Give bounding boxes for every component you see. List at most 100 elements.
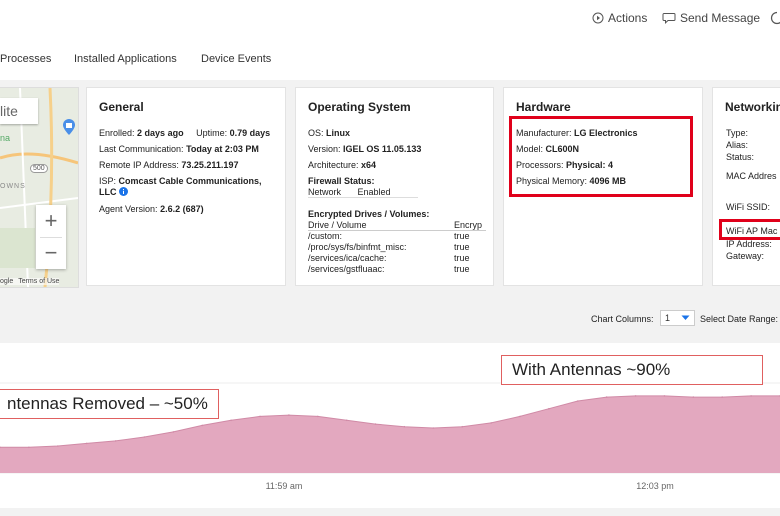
enrolled-row: Enrolled: 2 days ago Uptime: 0.79 days xyxy=(99,128,270,138)
data-point xyxy=(114,440,117,442)
satellite-toggle[interactable]: lite xyxy=(0,98,38,124)
physical-memory-row: Physical Memory: 4096 MB xyxy=(516,176,626,186)
zoom-controls: + − xyxy=(36,205,66,269)
tab-installed-applications[interactable]: Installed Applications xyxy=(74,53,177,65)
status-label: Status: xyxy=(726,152,755,162)
wifi-ssid-label: WiFi SSID: xyxy=(726,202,770,212)
general-card: General Enrolled: 2 days ago Uptime: 0.7… xyxy=(86,87,286,286)
last-communication-row: Last Communication: Today at 2:03 PM xyxy=(99,144,259,154)
data-point xyxy=(663,395,666,397)
zoom-out-button[interactable]: − xyxy=(44,240,58,265)
drives-table-header: Drive / Volume Encryp xyxy=(308,220,486,231)
data-point xyxy=(750,395,752,397)
model-row: Model: CL600N xyxy=(516,144,579,154)
data-point xyxy=(577,400,579,402)
type-label: Type: xyxy=(726,128,749,138)
agent-version-value: 2.6.2 (687) xyxy=(160,204,204,214)
wifi-ap-mac-highlight-box xyxy=(719,219,780,240)
isp-value-line2: LLC xyxy=(99,187,117,197)
chart-controls: Chart Columns: 1 Select Date Range: xyxy=(0,300,780,340)
networking-title: Networkin xyxy=(725,100,780,114)
drive-encrypted-value: true xyxy=(454,264,470,274)
agent-version-row: Agent Version: 2.6.2 (687) xyxy=(99,204,204,214)
remote-ip-label: Remote IP Address: xyxy=(99,160,179,170)
map-place-label: na xyxy=(0,133,11,143)
terms-of-use-link[interactable]: Terms of Use xyxy=(18,278,60,285)
drive-name: /proc/sys/fs/binfmt_misc: xyxy=(308,242,407,252)
area-fill xyxy=(0,395,780,473)
enrolled-label: Enrolled: xyxy=(99,128,135,138)
architecture-label: Architecture: xyxy=(308,160,359,170)
tab-device-events[interactable]: Device Events xyxy=(201,53,272,65)
drive-row: /services/ica/cache: xyxy=(308,253,387,263)
drive-row: /services/gstfluaac: xyxy=(308,264,385,274)
device-tabs: Processes Installed Applications Device … xyxy=(0,38,780,80)
data-point xyxy=(28,446,30,449)
hardware-highlight-box xyxy=(509,116,693,197)
firewall-status-heading: Firewall Status: xyxy=(308,176,375,186)
data-point xyxy=(634,395,637,397)
data-point xyxy=(288,414,290,416)
hardware-card: Hardware Manufacturer: LG Electronics Mo… xyxy=(503,87,703,286)
ip-address-label: IP Address: xyxy=(726,239,772,249)
history-icon[interactable] xyxy=(770,11,780,25)
data-point xyxy=(374,423,377,425)
isp-value-line1: Comcast Cable Communications, xyxy=(118,176,262,186)
isp-row-2: LLC xyxy=(99,187,129,197)
drive-row: /proc/sys/fs/binfmt_misc: xyxy=(308,242,407,252)
gateway-label: Gateway: xyxy=(726,251,765,261)
drive-encrypted-value: true xyxy=(454,253,470,263)
chart-columns-select[interactable]: 1 xyxy=(660,310,695,326)
last-communication-label: Last Communication: xyxy=(99,144,184,154)
actions-button[interactable]: Actions xyxy=(592,11,647,25)
data-point xyxy=(57,445,59,447)
remote-ip-value: 73.25.211.197 xyxy=(181,160,239,170)
data-point xyxy=(143,436,146,438)
hardware-title: Hardware xyxy=(516,100,571,114)
chart-columns-label: Chart Columns: xyxy=(591,314,654,324)
data-point xyxy=(345,419,348,422)
data-point xyxy=(317,415,319,418)
data-point xyxy=(172,431,175,433)
send-message-label: Send Message xyxy=(680,11,761,25)
data-point xyxy=(519,415,521,418)
send-message-button[interactable]: Send Message xyxy=(662,11,760,25)
chart-columns-value: 1 xyxy=(665,313,671,323)
networking-card: Networkin Type: Alias: Status: MAC Addre… xyxy=(712,87,780,286)
chat-bubble-icon xyxy=(662,13,676,24)
annotation-with-antennas: With Antennas ~90% xyxy=(501,355,763,385)
os-row: OS: Linux xyxy=(308,128,350,138)
os-label: OS: xyxy=(308,128,324,138)
tab-processes[interactable]: Processes xyxy=(0,53,52,65)
series-line xyxy=(0,395,780,448)
os-version-row: Version: IGEL OS 11.05.133 xyxy=(308,144,421,154)
drive-name: /services/ica/cache: xyxy=(308,253,387,263)
data-point xyxy=(259,415,261,418)
data-point xyxy=(490,422,492,424)
date-range-label: Select Date Range: xyxy=(700,314,779,324)
manufacturer-label: Manufacturer: xyxy=(516,128,572,138)
google-attribution: ogle xyxy=(0,278,14,285)
os-version-value: IGEL OS 11.05.133 xyxy=(343,144,422,154)
info-icon[interactable] xyxy=(119,187,129,196)
architecture-value: x64 xyxy=(361,160,377,170)
isp-row: ISP: Comcast Cable Communications, xyxy=(99,176,262,186)
physical-memory-value: 4096 MB xyxy=(589,176,627,186)
highway-shield: 500 xyxy=(30,164,48,173)
manufacturer-value: LG Electronics xyxy=(574,128,638,138)
firewall-network-label: Network xyxy=(308,187,342,197)
map-area-label: OWNS xyxy=(0,183,26,190)
operating-system-card: Operating System OS: Linux Version: IGEL… xyxy=(295,87,494,286)
zoom-in-button[interactable]: + xyxy=(44,208,58,233)
data-point xyxy=(461,425,464,428)
map-pin-icon[interactable] xyxy=(62,118,76,136)
encrypted-drives-heading: Encrypted Drives / Volumes: xyxy=(308,209,430,219)
data-point xyxy=(692,396,695,398)
encrypted-header: Encryp xyxy=(454,220,483,230)
play-circle-icon xyxy=(592,12,604,24)
drive-row: /custom: xyxy=(308,231,342,241)
firewall-status-label: Firewall Status: xyxy=(308,176,375,186)
architecture-row: Architecture: x64 xyxy=(308,160,376,170)
location-map[interactable]: lite na 500 OWNS + − ogle Terms of Use xyxy=(0,87,79,288)
general-title: General xyxy=(99,100,144,114)
